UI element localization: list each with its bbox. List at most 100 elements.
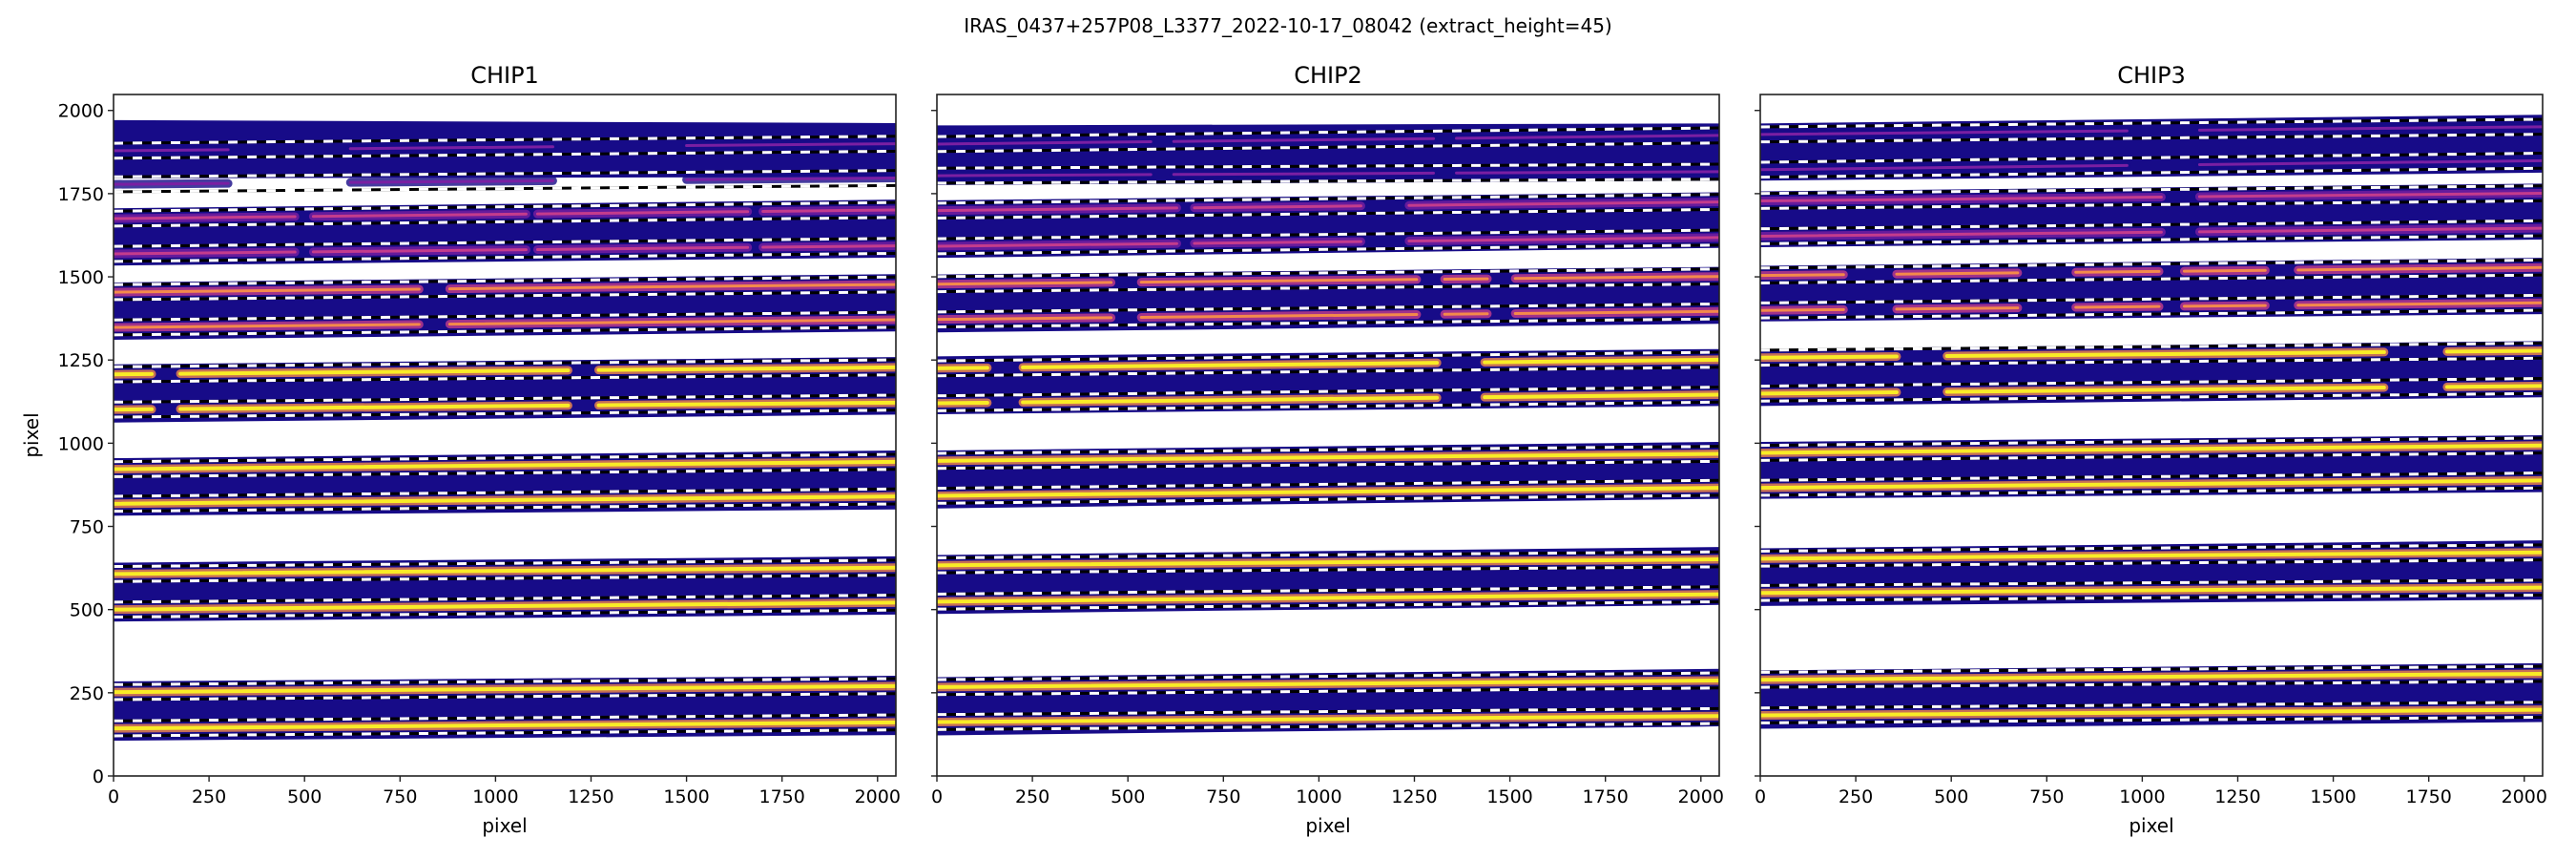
trace-2 — [1944, 386, 2386, 394]
trace-1 — [1944, 349, 2386, 359]
extraction-lower-edge — [1760, 558, 2543, 568]
extraction-upper-edge — [1760, 293, 2543, 304]
x-tick-label: 750 — [383, 786, 417, 807]
x-tick-label: 0 — [931, 786, 943, 807]
extraction-lower-edge — [1760, 451, 2543, 462]
figure-suptitle: IRAS_0437+257P08_L3377_2022-10-17_08042 … — [964, 14, 1611, 37]
extraction-lower-edge — [1760, 234, 2543, 245]
trace-1 — [2182, 268, 2267, 273]
y-tick-label: 1250 — [58, 350, 104, 371]
chart-title: CHIP2 — [1294, 62, 1362, 89]
trace-2 — [1760, 585, 2543, 596]
trace-1 — [535, 210, 750, 216]
y-tick-label: 1000 — [58, 433, 104, 454]
trace-2 — [1760, 390, 1899, 396]
trace-2 — [114, 323, 421, 329]
x-tick-label: 1500 — [1486, 786, 1532, 807]
y-tick-label: 2000 — [58, 101, 104, 122]
extraction-lower-edge — [937, 283, 1719, 294]
trace-1 — [1139, 278, 1419, 284]
x-tick-label: 500 — [1111, 786, 1145, 807]
x-tick-label: 1500 — [663, 786, 709, 807]
order-2 — [1760, 183, 2543, 248]
extraction-upper-edge — [937, 126, 1719, 138]
extraction-lower-edge — [937, 400, 1719, 412]
y-tick-label: 1750 — [58, 184, 104, 205]
y-tick-label: 250 — [70, 683, 104, 704]
trace-2 — [178, 403, 571, 411]
extraction-lower-edge — [114, 502, 896, 513]
trace-1 — [1760, 354, 1899, 360]
trace-2 — [2074, 304, 2161, 309]
x-tick-label: 1250 — [1391, 786, 1437, 807]
extraction-lower-edge — [114, 251, 896, 263]
extraction-upper-edge — [114, 594, 896, 604]
trace-2 — [114, 600, 896, 612]
extraction-lower-edge — [937, 366, 1719, 378]
y-tick-label: 0 — [93, 766, 104, 787]
order-3 — [937, 266, 1719, 333]
extraction-lower-edge — [114, 325, 896, 337]
order-1 — [1760, 115, 2543, 181]
trace-1 — [114, 459, 896, 471]
extraction-upper-edge — [114, 358, 896, 368]
extraction-lower-edge — [937, 207, 1719, 220]
trace-1 — [2074, 269, 2161, 274]
extraction-upper-edge — [114, 452, 896, 464]
trace-1 — [1483, 357, 1719, 365]
x-tick-label: 1000 — [2119, 786, 2165, 807]
trace-1 — [114, 287, 421, 294]
y-tick-label: 1500 — [58, 267, 104, 288]
extraction-upper-edge — [1760, 664, 2543, 674]
extraction-upper-edge — [937, 671, 1719, 681]
order-7 — [1760, 662, 2543, 729]
extraction-upper-edge — [937, 162, 1719, 170]
trace-1 — [1760, 443, 2543, 455]
trace-1 — [937, 451, 1719, 463]
plot-area — [114, 119, 896, 742]
axes-frame — [1759, 94, 2544, 777]
extraction-lower-edge — [114, 216, 896, 228]
extraction-upper-edge — [114, 135, 896, 145]
trace-1 — [1455, 134, 1719, 140]
extraction-lower-edge — [114, 409, 896, 419]
extraction-lower-edge — [937, 599, 1719, 611]
x-axis-label: pixel — [2129, 814, 2173, 837]
extraction-lower-edge — [937, 459, 1719, 471]
x-tick-label: 1750 — [759, 786, 805, 807]
trace-2 — [1513, 309, 1719, 315]
extraction-lower-edge — [1760, 594, 2543, 602]
extraction-upper-edge — [1760, 377, 2543, 388]
extraction-lower-edge — [114, 373, 896, 384]
order-1 — [937, 123, 1719, 185]
trace-1 — [2296, 265, 2543, 272]
trace-2 — [2197, 226, 2543, 234]
trace-2 — [114, 181, 230, 186]
trace-1 — [596, 365, 896, 372]
plot-area — [1760, 115, 2543, 729]
trace-1 — [114, 683, 896, 695]
trace-2 — [761, 244, 896, 249]
trace-2 — [348, 178, 554, 184]
order-4 — [937, 348, 1719, 415]
extraction-upper-edge — [937, 193, 1719, 205]
extraction-lower-edge — [1760, 391, 2543, 403]
extraction-upper-edge — [937, 302, 1719, 314]
extraction-upper-edge — [937, 267, 1719, 279]
x-tick-label: 500 — [1934, 786, 1968, 807]
plot-area — [937, 123, 1719, 736]
x-tick-label: 1750 — [2406, 786, 2452, 807]
trace-1 — [1513, 275, 1719, 281]
order-1 — [114, 119, 896, 194]
y-axis-label: pixel — [20, 412, 43, 457]
x-tick-label: 1000 — [1296, 786, 1341, 807]
order-3 — [114, 274, 896, 340]
trace-1 — [1760, 671, 2543, 682]
extraction-lower-edge — [1760, 486, 2543, 497]
extraction-upper-edge — [1760, 184, 2543, 196]
trace-1 — [114, 148, 230, 153]
extraction-upper-edge — [937, 228, 1719, 241]
trace-2 — [2444, 384, 2543, 389]
order-5 — [1760, 435, 2543, 499]
trace-1 — [1193, 204, 1362, 210]
